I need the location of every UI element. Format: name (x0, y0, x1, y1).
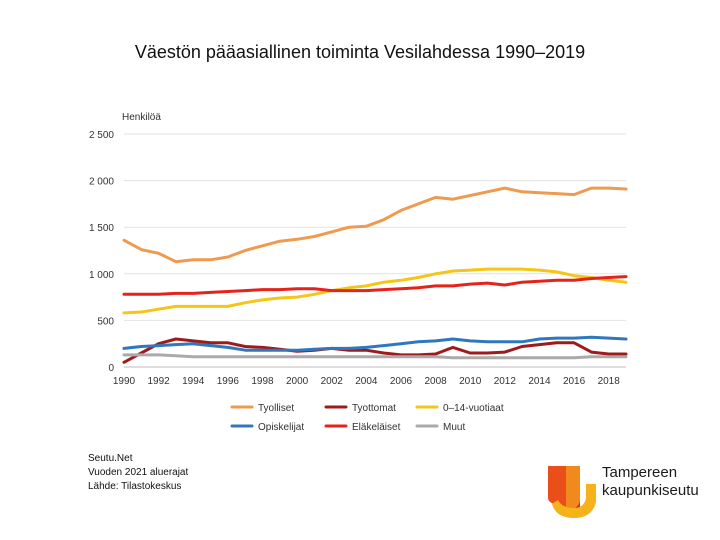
y-tick-label: 2 500 (89, 130, 114, 141)
legend-label: Tyottomat (352, 403, 396, 414)
x-tick-label: 2016 (563, 376, 586, 387)
series-line (122, 353, 628, 360)
x-tick-label: 2002 (321, 376, 344, 387)
x-tick-label: 2006 (390, 376, 413, 387)
legend-label: Muut (443, 422, 465, 433)
y-tick-label: 500 (97, 316, 114, 327)
series-line (122, 275, 628, 296)
tampereen-kaupunkiseutu-logo: Tampereen kaupunkiseutu (546, 458, 706, 520)
x-tick-label: 1994 (182, 376, 205, 387)
x-tick-label: 2010 (459, 376, 482, 387)
x-tick-label: 2004 (355, 376, 378, 387)
x-tick-label: 2018 (598, 376, 621, 387)
series-line (122, 337, 628, 364)
x-tick-label: 1990 (113, 376, 136, 387)
logo-line-1: Tampereen (602, 464, 678, 481)
source-line-3: Lähde: Tilastokeskus (88, 481, 182, 492)
y-tick-label: 1 000 (89, 270, 114, 281)
legend-label: Tyolliset (258, 403, 294, 414)
x-tick-label: 2012 (494, 376, 517, 387)
x-tick-label: 1998 (251, 376, 274, 387)
x-axis-ticks: 1990 1992 1994 1996 1998 2000 2002 2004 2006 2008… (113, 376, 620, 387)
logo-text: Tampereen kaupunkiseutu (602, 464, 699, 500)
y-axis-label: Henkilöä (122, 112, 161, 123)
y-tick-label: 0 (108, 363, 114, 374)
logo-mark-icon (548, 466, 596, 518)
series-line (122, 267, 628, 315)
chart-gridlines (124, 133, 626, 368)
logo-line-2: kaupunkiseutu (602, 482, 699, 499)
legend-label: 0–14-vuotiaat (443, 403, 504, 414)
chart-series (122, 186, 628, 364)
y-axis-ticks: 0 500 1 000 1 500 2 000 2 500 (89, 130, 114, 374)
x-tick-label: 2014 (528, 376, 551, 387)
x-tick-label: 2008 (424, 376, 447, 387)
x-tick-label: 2000 (286, 376, 309, 387)
y-tick-label: 2 000 (89, 177, 114, 188)
x-tick-label: 1996 (217, 376, 240, 387)
series-line (122, 335, 628, 352)
source-line-2: Vuoden 2021 aluerajat (88, 467, 189, 478)
source-line-1: Seutu.Net (88, 453, 133, 464)
x-tick-label: 1992 (147, 376, 170, 387)
series-line (122, 186, 628, 264)
page-title: Väestön pääasiallinen toiminta Vesilahde… (134, 42, 586, 62)
legend-label: Eläkeläiset (352, 422, 401, 433)
legend-label: Opiskelijat (258, 422, 304, 433)
source-note: Seutu.Net Vuoden 2021 aluerajat Lähde: T… (88, 452, 188, 494)
y-tick-label: 1 500 (89, 223, 114, 234)
chart-legend: Tyolliset Tyottomat 0–14-vuotiaat Opiskelij… (230, 403, 504, 433)
